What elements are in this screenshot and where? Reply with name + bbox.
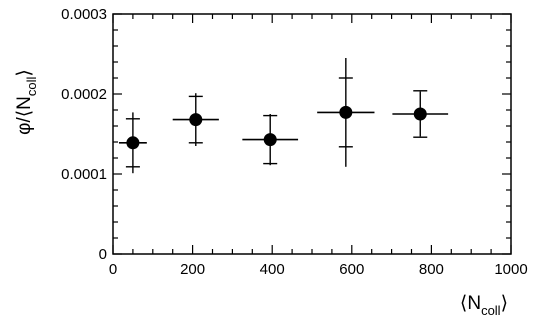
data-point-marker xyxy=(263,133,277,147)
data-point-group xyxy=(242,114,299,166)
x-tick-label: 1000 xyxy=(494,261,527,278)
data-point-group xyxy=(172,93,219,146)
x-axis-ticks: 0 200 400 600 800 1000 xyxy=(109,14,528,278)
x-tick-label: 800 xyxy=(419,261,444,278)
y-tick-label: 0 xyxy=(99,246,107,263)
x-tick-label: 0 xyxy=(109,261,117,278)
data-point-group xyxy=(392,90,449,138)
y-axis-ticks: 0 0.0001 0.0002 0.0003 xyxy=(61,6,511,263)
y-tick-label: 0.0003 xyxy=(61,6,107,23)
data-point-marker xyxy=(413,107,427,121)
data-point-group xyxy=(118,112,147,174)
data-point-marker xyxy=(126,136,140,150)
x-axis-title: ⟨Ncoll⟩ xyxy=(460,293,508,318)
data-point-marker xyxy=(189,113,203,127)
y-axis-title: φ/⟨Ncoll⟩ xyxy=(14,69,39,135)
x-tick-label: 400 xyxy=(260,261,285,278)
data-point-marker xyxy=(339,105,353,119)
x-tick-label: 200 xyxy=(180,261,205,278)
plot-frame xyxy=(112,13,512,255)
data-points xyxy=(118,58,449,174)
y-tick-label: 0.0001 xyxy=(61,166,107,183)
data-point-group xyxy=(317,58,375,167)
y-tick-label: 0.0002 xyxy=(61,86,107,103)
x-tick-label: 600 xyxy=(339,261,364,278)
